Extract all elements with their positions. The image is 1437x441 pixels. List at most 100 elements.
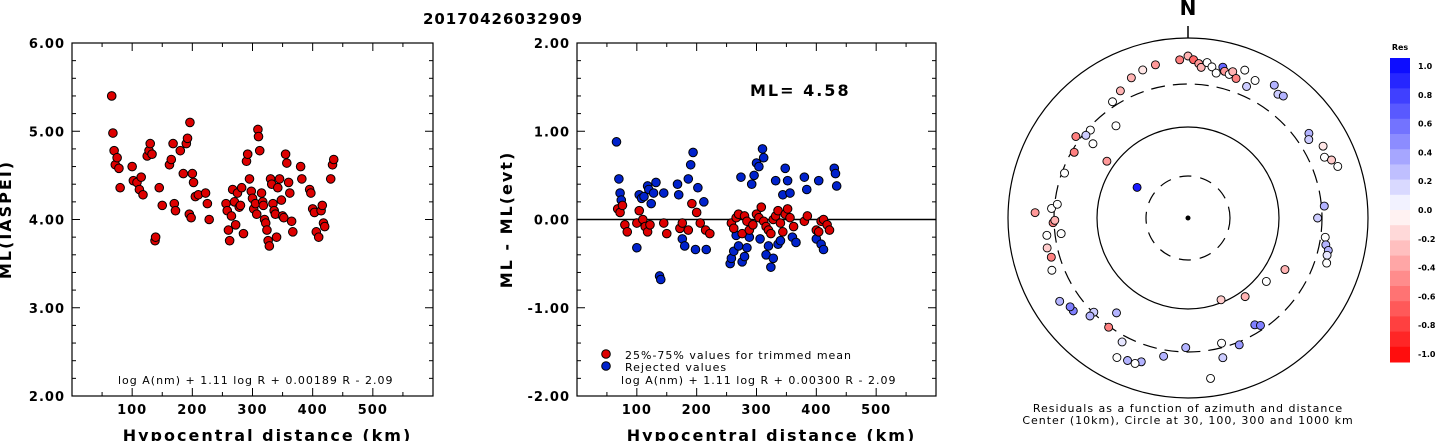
data-point: [285, 188, 295, 198]
data-point: [661, 228, 672, 239]
data-point: [244, 174, 255, 184]
data-point: [127, 161, 137, 172]
data-point: [733, 241, 744, 251]
caption-line-1: Residuals as a function of azimuth and d…: [1033, 402, 1343, 415]
station-point: [1050, 215, 1060, 225]
station-point: [1102, 156, 1112, 166]
data-point: [687, 198, 697, 209]
colorbar-tick-label: 0.8: [1418, 91, 1433, 100]
data-point: [770, 175, 781, 186]
station-point: [1159, 351, 1169, 361]
data-point: [782, 204, 793, 214]
data-point: [280, 149, 291, 159]
data-point: [256, 188, 267, 198]
station-point: [1052, 199, 1062, 209]
station-point: [1042, 243, 1052, 253]
station-point: [1130, 359, 1140, 368]
y-tick-label: 2.00: [534, 37, 570, 52]
caption-line-2: Center (10km), Circle at 30, 100, 300 an…: [1022, 414, 1353, 427]
data-point: [145, 138, 156, 149]
ml-annotation: ML= 4.58: [750, 81, 851, 100]
y-tick-label: 2.00: [29, 390, 65, 405]
station-point: [1218, 353, 1228, 363]
x-tick-label: 100: [622, 403, 652, 418]
data-point: [679, 241, 690, 251]
station-point: [1175, 55, 1185, 65]
station-point: [1240, 65, 1250, 75]
data-point: [695, 218, 706, 228]
station-point: [1240, 292, 1250, 302]
data-point: [230, 219, 241, 230]
data-point: [785, 188, 795, 198]
data-point: [746, 179, 757, 189]
data-point: [693, 182, 703, 193]
colorbar-band: [1390, 88, 1410, 105]
station-point: [1132, 182, 1142, 192]
y-tick-label: 3.00: [29, 302, 65, 317]
x-tick-label: 500: [358, 403, 388, 418]
colorbar-band: [1390, 210, 1410, 226]
station-point: [1060, 168, 1069, 178]
station-point: [1216, 295, 1226, 305]
data-point: [251, 209, 262, 220]
plot-frame: [71, 42, 434, 397]
colorbar-band: [1390, 225, 1410, 241]
colorbar-band: [1390, 134, 1410, 150]
colorbar-tick-label: -0.2: [1418, 235, 1436, 244]
data-point: [236, 182, 247, 193]
station-point: [1115, 86, 1125, 96]
ml-distance-panel: 2.00 3.00 4.00 5.00 6.00 100 200 300 400 500 Hypoc…: [0, 37, 434, 441]
station-point: [1261, 276, 1271, 286]
colorbar-band: [1390, 316, 1410, 333]
data-point: [278, 212, 289, 223]
station-point: [1231, 73, 1241, 83]
data-point: [325, 174, 336, 184]
data-point: [775, 235, 786, 246]
data-point: [763, 241, 774, 251]
y-axis-label: ML - ML(evt): [497, 151, 516, 289]
station-point: [1126, 73, 1136, 83]
data-point: [646, 198, 656, 209]
data-point: [813, 227, 824, 237]
data-point: [705, 228, 715, 239]
station-point: [1108, 97, 1117, 107]
station-point: [1069, 147, 1079, 157]
x-tick-label: 200: [177, 403, 207, 418]
colorbar-tick-label: 0.2: [1418, 177, 1432, 186]
data-point: [785, 212, 795, 223]
station-point: [1304, 135, 1314, 145]
formula-text: log A(nm) + 1.11 log R + 0.00189 R - 2.0…: [118, 374, 393, 387]
data-point: [253, 131, 264, 142]
colorbar-band: [1390, 331, 1410, 348]
colorbar-tick-label: -0.8: [1418, 321, 1436, 330]
x-tick-label: 400: [801, 403, 831, 418]
data-point: [699, 197, 709, 207]
station-point: [1047, 265, 1057, 275]
station-point: [1333, 161, 1343, 171]
data-point: [749, 170, 759, 181]
data-point: [178, 168, 189, 179]
data-point: [224, 235, 235, 246]
colorbar-title: Res: [1392, 43, 1409, 52]
data-point: [138, 189, 148, 200]
data-point: [742, 242, 752, 253]
legend-label-rejected: Rejected values: [625, 361, 727, 374]
data-point: [748, 219, 758, 230]
x-tick-label: 500: [861, 403, 891, 418]
data-point: [170, 205, 181, 216]
data-point: [297, 174, 307, 184]
x-axis-label: Hypocentral distance (km): [123, 426, 413, 441]
north-label: N: [1180, 0, 1197, 20]
station-point: [1196, 62, 1206, 72]
data-point: [799, 172, 810, 182]
colorbar-band: [1390, 255, 1410, 272]
epicenter-dot: [1185, 215, 1191, 221]
data-point: [200, 188, 211, 198]
x-tick-label: 300: [237, 403, 267, 418]
station-point: [1256, 320, 1265, 330]
data-point: [780, 163, 791, 174]
data-point: [182, 133, 193, 144]
station-point: [1313, 213, 1323, 223]
colorbar-tick-label: -1.0: [1418, 350, 1436, 359]
data-point: [766, 228, 776, 239]
